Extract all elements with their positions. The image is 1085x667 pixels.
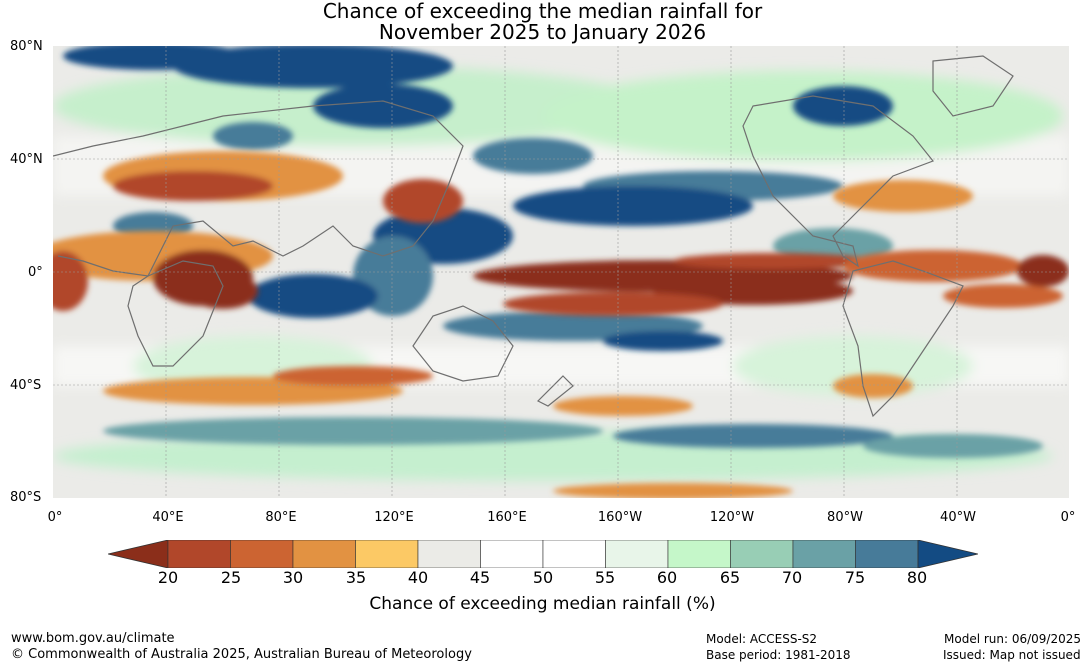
colorbar-segment	[355, 540, 419, 568]
colorbar-tick-60: 60	[656, 568, 678, 587]
map-title-line-1: Chance of exceeding the median rainfall …	[322, 0, 763, 23]
colorbar-segment	[480, 540, 544, 568]
colorbar-tick-75: 75	[844, 568, 866, 587]
lon-label-160e: 160°E	[487, 510, 527, 525]
colorbar-tick-50: 50	[532, 568, 554, 587]
colorbar-extend-low	[108, 540, 169, 568]
colorbar-segment	[792, 540, 856, 568]
colorbar-segment	[605, 540, 669, 568]
lat-label-80n: 80°N	[10, 39, 43, 54]
graticule	[53, 46, 1069, 498]
lon-label-120e: 120°E	[374, 510, 414, 525]
colorbar-tick-25: 25	[220, 568, 242, 587]
footer-model: Model: ACCESS-S2	[706, 632, 818, 646]
wet-anomaly-regions	[63, 46, 1043, 458]
map-title-line-2: November 2025 to January 2026	[378, 20, 707, 44]
colorbar-tick-40: 40	[407, 568, 429, 587]
lon-label-80e: 80°E	[265, 510, 297, 525]
colorbar-tick-55: 55	[594, 568, 616, 587]
footer-url: www.bom.gov.au/climate	[11, 631, 175, 646]
lat-label-80s: 80°S	[10, 490, 42, 505]
colorbar-tick-35: 35	[345, 568, 367, 587]
colorbar-tick-30: 30	[282, 568, 304, 587]
colorbar-tick-20: 20	[157, 568, 179, 587]
lon-label-160w: 160°W	[597, 510, 643, 525]
dry-anomaly-regions	[53, 151, 1069, 498]
colorbar-tick-70: 70	[781, 568, 803, 587]
lon-label-40e: 40°E	[152, 510, 184, 525]
colorbar-segment	[730, 540, 794, 568]
footer-base-period: Base period: 1981-2018	[706, 648, 851, 662]
footer-copyright: © Commonwealth of Australia 2025, Austra…	[11, 647, 472, 662]
lat-label-0: 0°	[28, 265, 43, 280]
rainfall-probability-map	[53, 46, 1069, 498]
colorbar-segment	[230, 540, 294, 568]
lon-label-40w: 40°W	[940, 510, 976, 525]
colorbar-segment	[542, 540, 606, 568]
footer-issued: Issued: Map not issued	[943, 648, 1081, 662]
lon-label-80w: 80°W	[827, 510, 863, 525]
colorbar-segment	[855, 540, 919, 568]
colorbar-label: Chance of exceeding median rainfall (%)	[369, 594, 716, 614]
colorbar-segment	[417, 540, 481, 568]
lon-label-0-right: 0°	[1060, 510, 1076, 525]
colorbar	[108, 540, 978, 568]
colorbar-tick-80: 80	[906, 568, 928, 587]
footer-model-run: Model run: 06/09/2025	[944, 632, 1082, 646]
colorbar-segment	[667, 540, 731, 568]
coastlines	[53, 55, 1014, 418]
colorbar-extend-high	[917, 540, 978, 568]
colorbar-tick-65: 65	[719, 568, 741, 587]
colorbar-tick-45: 45	[469, 568, 491, 587]
lon-label-120w: 120°W	[709, 510, 755, 525]
lon-label-0-left: 0°	[47, 510, 63, 525]
lat-label-40s: 40°S	[10, 378, 42, 393]
colorbar-segment	[167, 540, 231, 568]
lat-label-40n: 40°N	[10, 152, 43, 167]
colorbar-segment	[292, 540, 356, 568]
